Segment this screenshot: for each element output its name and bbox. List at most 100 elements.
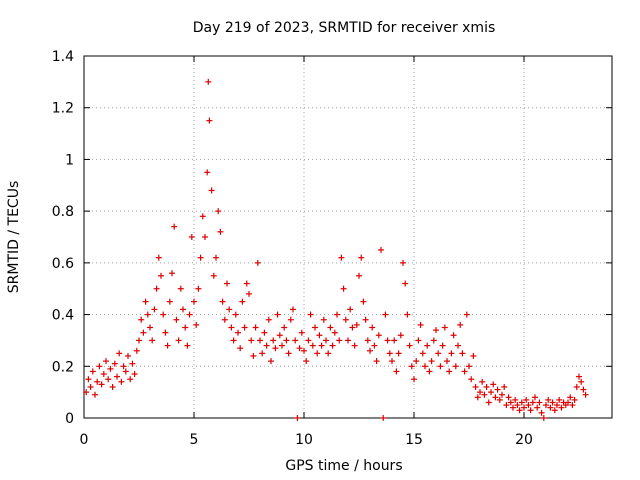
data-point xyxy=(378,246,384,253)
data-point xyxy=(395,350,402,357)
data-point xyxy=(375,332,382,339)
data-point xyxy=(338,254,345,261)
data-point xyxy=(116,350,123,357)
data-point xyxy=(85,376,92,383)
data-point xyxy=(142,298,149,305)
data-point xyxy=(360,298,367,305)
data-point xyxy=(485,399,492,406)
data-point xyxy=(107,365,114,372)
data-point xyxy=(505,394,512,401)
data-point xyxy=(186,311,193,318)
data-point xyxy=(250,352,257,359)
data-point xyxy=(307,311,314,318)
data-point xyxy=(576,373,582,380)
data-point xyxy=(180,306,186,313)
data-point xyxy=(411,376,417,383)
data-point xyxy=(450,332,457,339)
data-point xyxy=(367,347,373,354)
data-point xyxy=(285,350,292,357)
data-point xyxy=(569,402,576,409)
y-tick-label: 0.6 xyxy=(52,256,74,272)
data-point xyxy=(347,306,354,313)
data-point xyxy=(149,337,156,344)
data-point xyxy=(523,396,530,403)
data-point xyxy=(94,378,101,385)
data-point xyxy=(415,337,422,344)
data-point xyxy=(257,337,263,344)
data-point xyxy=(224,280,230,287)
data-point xyxy=(151,306,158,313)
data-point xyxy=(446,368,453,375)
data-point xyxy=(382,311,389,318)
data-point xyxy=(351,342,358,349)
data-point xyxy=(455,342,461,349)
data-point xyxy=(100,371,107,378)
data-point xyxy=(452,363,459,370)
chart-title: Day 219 of 2023, SRMTID for receiver xmi… xyxy=(193,20,496,36)
data-point xyxy=(371,342,378,349)
data-point xyxy=(259,350,266,357)
y-tick-label: 1 xyxy=(65,152,74,168)
data-point xyxy=(435,350,442,357)
data-point xyxy=(353,321,360,328)
data-point xyxy=(206,117,213,124)
data-point xyxy=(334,311,340,318)
data-point xyxy=(160,311,167,318)
data-point xyxy=(219,298,226,305)
data-point xyxy=(389,358,395,365)
data-point xyxy=(358,254,365,261)
data-point xyxy=(246,290,252,297)
data-point xyxy=(327,324,334,331)
data-point xyxy=(534,404,541,411)
data-point xyxy=(540,415,547,421)
data-point xyxy=(281,324,288,331)
data-point xyxy=(433,327,439,334)
data-point xyxy=(331,329,338,336)
data-point xyxy=(510,404,516,411)
y-tick-label: 0.2 xyxy=(52,359,74,375)
data-points xyxy=(83,78,589,421)
data-point xyxy=(483,383,490,390)
data-point xyxy=(323,337,329,344)
data-point xyxy=(320,316,327,323)
data-point xyxy=(507,399,514,406)
x-tick-label: 10 xyxy=(295,432,313,448)
grid-lines xyxy=(84,56,612,418)
data-point xyxy=(241,324,248,331)
data-point xyxy=(279,342,285,349)
data-point xyxy=(252,324,259,331)
data-point xyxy=(303,358,310,365)
data-point xyxy=(217,228,224,235)
data-point xyxy=(109,383,116,390)
data-point xyxy=(122,368,129,375)
data-point xyxy=(362,316,369,323)
data-point xyxy=(373,358,380,365)
data-point xyxy=(268,358,274,365)
data-point xyxy=(87,383,94,390)
data-point xyxy=(567,394,574,401)
data-point xyxy=(177,285,184,292)
data-point xyxy=(503,402,510,409)
data-point xyxy=(441,324,448,331)
data-point xyxy=(283,337,290,344)
data-point xyxy=(195,285,202,292)
x-axis-label: GPS time / hours xyxy=(285,458,402,474)
data-point xyxy=(472,383,479,390)
data-point xyxy=(499,391,505,398)
data-point xyxy=(439,342,446,349)
data-point xyxy=(406,342,413,349)
data-point xyxy=(536,399,543,406)
data-point xyxy=(175,337,182,344)
data-point xyxy=(89,368,96,375)
data-point xyxy=(397,332,404,339)
data-point xyxy=(393,368,400,375)
data-point xyxy=(479,378,486,385)
data-point xyxy=(193,321,200,328)
data-point xyxy=(162,329,169,336)
data-point xyxy=(125,352,131,359)
data-point xyxy=(309,342,316,349)
data-point xyxy=(444,358,450,365)
data-point xyxy=(261,329,268,336)
data-point xyxy=(501,383,508,390)
